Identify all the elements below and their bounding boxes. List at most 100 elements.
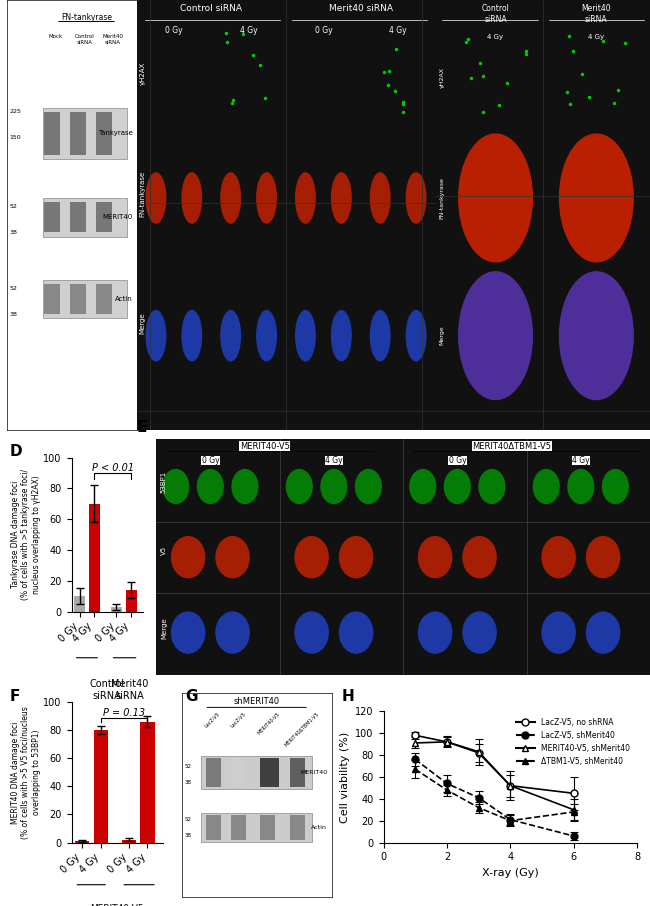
FancyBboxPatch shape (202, 757, 312, 789)
Y-axis label: Cell viability (%): Cell viability (%) (340, 731, 350, 823)
FancyBboxPatch shape (44, 284, 60, 314)
FancyBboxPatch shape (290, 758, 305, 786)
FancyBboxPatch shape (96, 202, 112, 233)
Ellipse shape (294, 536, 329, 578)
Ellipse shape (462, 612, 497, 654)
FancyBboxPatch shape (70, 112, 86, 155)
Text: LacZ-V5: LacZ-V5 (230, 711, 248, 728)
Text: 0 Gy: 0 Gy (165, 26, 183, 34)
Ellipse shape (532, 469, 560, 504)
Ellipse shape (406, 172, 426, 224)
Bar (74, 596, 85, 612)
Text: 52: 52 (9, 285, 17, 291)
Text: H: H (341, 689, 354, 704)
Ellipse shape (256, 172, 277, 224)
Ellipse shape (320, 469, 347, 504)
Text: Merit40 siRNA: Merit40 siRNA (329, 5, 393, 14)
FancyBboxPatch shape (231, 758, 243, 786)
FancyBboxPatch shape (260, 815, 275, 840)
Text: Merit40
siRNA: Merit40 siRNA (103, 34, 124, 45)
Text: MERIT40-V5: MERIT40-V5 (257, 711, 281, 736)
Text: 52: 52 (9, 204, 17, 209)
FancyBboxPatch shape (43, 198, 127, 236)
Text: MERIT40-V5: MERIT40-V5 (90, 904, 144, 906)
Text: 53BP1: 53BP1 (161, 471, 167, 493)
Text: 4 Gy: 4 Gy (325, 456, 343, 465)
Text: 0 Gy: 0 Gy (202, 456, 219, 465)
Text: 38: 38 (185, 834, 192, 838)
X-axis label: X-ray (Gy): X-ray (Gy) (482, 868, 539, 878)
Text: Control
siRNA: Control siRNA (75, 34, 94, 45)
Ellipse shape (462, 536, 497, 578)
Ellipse shape (339, 612, 373, 654)
Text: MERIT40ΔTBM1-V5: MERIT40ΔTBM1-V5 (283, 711, 320, 748)
Text: Tankyrase: Tankyrase (98, 130, 133, 137)
Ellipse shape (256, 310, 277, 361)
Ellipse shape (146, 310, 166, 361)
Text: 4 Gy: 4 Gy (488, 34, 504, 41)
Ellipse shape (220, 310, 241, 361)
Text: 52: 52 (185, 764, 192, 769)
Ellipse shape (146, 172, 166, 224)
Ellipse shape (406, 310, 426, 361)
Text: Merge: Merge (161, 617, 167, 639)
Text: G: G (185, 689, 198, 704)
Ellipse shape (215, 612, 250, 654)
Bar (122, 840, 136, 843)
Text: 38: 38 (9, 230, 17, 235)
Text: FN-tankyrase: FN-tankyrase (440, 177, 445, 219)
FancyBboxPatch shape (231, 815, 246, 840)
Text: Merge: Merge (440, 326, 445, 345)
Text: Actin: Actin (115, 296, 133, 302)
Ellipse shape (370, 310, 391, 361)
Ellipse shape (171, 536, 205, 578)
Text: 52: 52 (185, 817, 192, 822)
FancyBboxPatch shape (96, 284, 112, 314)
Bar (125, 590, 136, 612)
Text: P = 0.13: P = 0.13 (103, 708, 145, 718)
Text: E: E (136, 419, 147, 435)
Ellipse shape (541, 612, 576, 654)
Text: γH2AX: γH2AX (140, 62, 146, 85)
FancyBboxPatch shape (290, 815, 305, 840)
Ellipse shape (458, 133, 533, 263)
FancyBboxPatch shape (70, 284, 86, 314)
Bar (111, 607, 122, 612)
Ellipse shape (567, 469, 594, 504)
FancyBboxPatch shape (43, 108, 127, 159)
Text: 38: 38 (9, 312, 17, 317)
FancyBboxPatch shape (202, 814, 312, 842)
Ellipse shape (197, 469, 224, 504)
FancyBboxPatch shape (44, 112, 60, 155)
Y-axis label: Tankyrase DNA damage foci
(% of cells with >5 tankyrase foci/
nucleus overlappin: Tankyrase DNA damage foci (% of cells wi… (11, 469, 40, 600)
Text: Control siRNA: Control siRNA (180, 5, 242, 14)
Ellipse shape (331, 310, 352, 361)
Text: FN-tankyrase: FN-tankyrase (140, 170, 146, 217)
Bar (94, 730, 108, 843)
Y-axis label: MERIT40 DNA damage foci
(% of cells with >5 V5 foci/nucleus
overlapping to 53BP1: MERIT40 DNA damage foci (% of cells with… (11, 706, 40, 839)
Ellipse shape (370, 172, 391, 224)
Text: D: D (10, 444, 22, 459)
Text: V5: V5 (161, 545, 167, 554)
FancyBboxPatch shape (206, 815, 221, 840)
Ellipse shape (586, 536, 620, 578)
Ellipse shape (355, 469, 382, 504)
Ellipse shape (559, 271, 634, 400)
Text: Mock: Mock (49, 34, 63, 40)
Text: Actin: Actin (311, 825, 327, 830)
Ellipse shape (602, 469, 629, 504)
FancyBboxPatch shape (260, 758, 280, 786)
FancyBboxPatch shape (43, 280, 127, 318)
Bar (75, 841, 89, 843)
Ellipse shape (231, 469, 259, 504)
Ellipse shape (220, 172, 241, 224)
Ellipse shape (418, 536, 452, 578)
Ellipse shape (559, 133, 634, 263)
Text: Merit40
siRNA: Merit40 siRNA (111, 680, 149, 701)
Text: MERIT40ΔTBM1-V5: MERIT40ΔTBM1-V5 (472, 442, 551, 451)
Text: 4 Gy: 4 Gy (389, 26, 407, 34)
Ellipse shape (541, 536, 576, 578)
Text: 0 Gy: 0 Gy (315, 26, 332, 34)
Text: 38: 38 (185, 780, 192, 786)
Bar (140, 722, 155, 843)
